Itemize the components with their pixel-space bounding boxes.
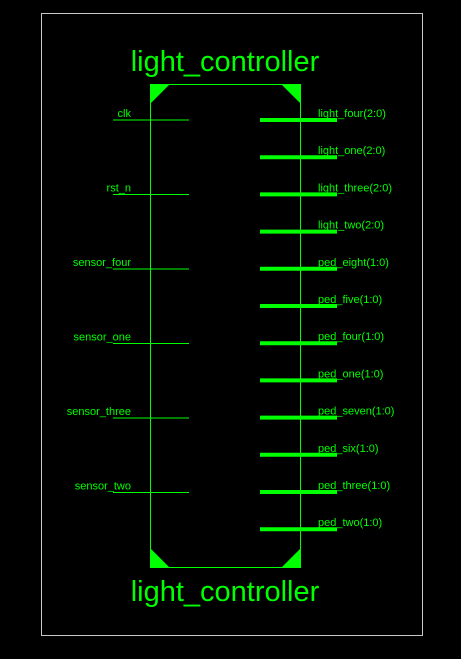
output-pin-light-four-2-0-label: light_four(2:0) — [318, 108, 386, 120]
input-pin-sensor-three-label: sensor_three — [67, 406, 131, 418]
output-pin-ped-one-1-0-label: ped_one(1:0) — [318, 368, 383, 380]
block-title-top: light_controller — [131, 46, 320, 78]
input-pin-sensor-four-label: sensor_four — [73, 257, 131, 269]
block-body — [150, 84, 301, 568]
output-pin-ped-two-1-0-label: ped_two(1:0) — [318, 517, 382, 529]
output-pin-ped-seven-1-0-label: ped_seven(1:0) — [318, 406, 394, 418]
input-pin-sensor-two-label: sensor_two — [75, 481, 131, 493]
block-title-bottom: light_controller — [131, 576, 320, 608]
corner-marker-top-left — [150, 84, 170, 104]
corner-marker-bottom-right — [281, 548, 301, 568]
output-pin-ped-six-1-0-label: ped_six(1:0) — [318, 443, 379, 455]
output-pin-ped-five-1-0-label: ped_five(1:0) — [318, 294, 382, 306]
schematic-frame — [41, 13, 423, 636]
block-symbol[interactable] — [150, 84, 301, 568]
corner-marker-top-right — [281, 84, 301, 104]
output-pin-light-two-2-0-label: light_two(2:0) — [318, 220, 384, 232]
corner-marker-bottom-left — [150, 548, 170, 568]
output-pin-light-three-2-0-label: light_three(2:0) — [318, 182, 392, 194]
output-pin-ped-eight-1-0-label: ped_eight(1:0) — [318, 257, 389, 269]
output-pin-ped-three-1-0-label: ped_three(1:0) — [318, 480, 390, 492]
input-pin-sensor-one-label: sensor_one — [74, 332, 132, 344]
output-pin-ped-four-1-0-label: ped_four(1:0) — [318, 331, 384, 343]
input-pins: clk rst_n sensor_four sensor_one sensor_thre… — [67, 108, 189, 493]
output-pin-light-one-2-0-label: light_one(2:0) — [318, 145, 385, 157]
output-pins: light_four(2:0) light_one(2:0) light_three… — [260, 108, 394, 532]
input-pin-rst-n-label: rst_n — [107, 183, 131, 195]
input-pin-clk-label: clk — [118, 108, 132, 120]
